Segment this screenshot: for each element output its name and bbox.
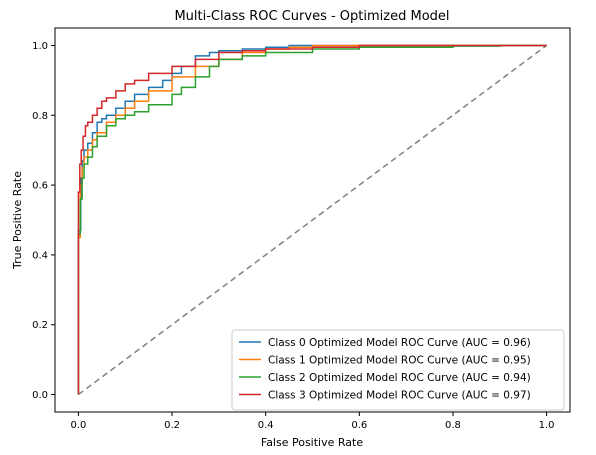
y-tick-label: 0.6 [32, 181, 48, 192]
tick-labels: 0.0 0.2 0.4 0.6 0.8 1.0 0.0 0.2 0.4 0.6 0.8 1.0 [32, 41, 554, 431]
x-axis-title: False Positive Rate [261, 436, 363, 449]
reference-diagonal-line [77, 44, 548, 396]
y-axis-title: True Positive Rate [11, 171, 24, 270]
chart-title: Multi-Class ROC Curves - Optimized Model [174, 9, 449, 24]
y-tick-label: 0.8 [32, 111, 48, 122]
y-tick-label: 0.2 [32, 320, 48, 331]
roc-curve-class-3 [77, 44, 547, 395]
legend-label-class-2: Class 2 Optimized Model ROC Curve (AUC =… [268, 372, 531, 384]
x-tick-label: 0.0 [70, 420, 86, 431]
x-tick-label: 0.8 [445, 420, 461, 431]
roc-curve-class-1 [77, 44, 547, 395]
plot-area [77, 44, 548, 396]
x-tick-label: 0.4 [258, 420, 274, 431]
x-tick-label: 1.0 [539, 420, 555, 431]
roc-curve-class-2 [77, 44, 547, 395]
axes-frame [54, 27, 571, 413]
legend-box [231, 329, 565, 411]
legend: Class 0 Optimized Model ROC Curve (AUC =… [231, 329, 565, 411]
x-tick-label: 0.6 [351, 420, 367, 431]
y-tick-label: 1.0 [32, 41, 48, 52]
x-tick-label: 0.2 [164, 420, 180, 431]
y-tick-label: 0.4 [32, 250, 48, 261]
axes [54, 27, 571, 413]
y-tick-label: 0.0 [32, 390, 48, 401]
legend-label-class-1: Class 1 Optimized Model ROC Curve (AUC =… [268, 355, 531, 367]
legend-label-class-0: Class 0 Optimized Model ROC Curve (AUC =… [268, 337, 531, 349]
legend-label-class-3: Class 3 Optimized Model ROC Curve (AUC =… [268, 390, 531, 402]
